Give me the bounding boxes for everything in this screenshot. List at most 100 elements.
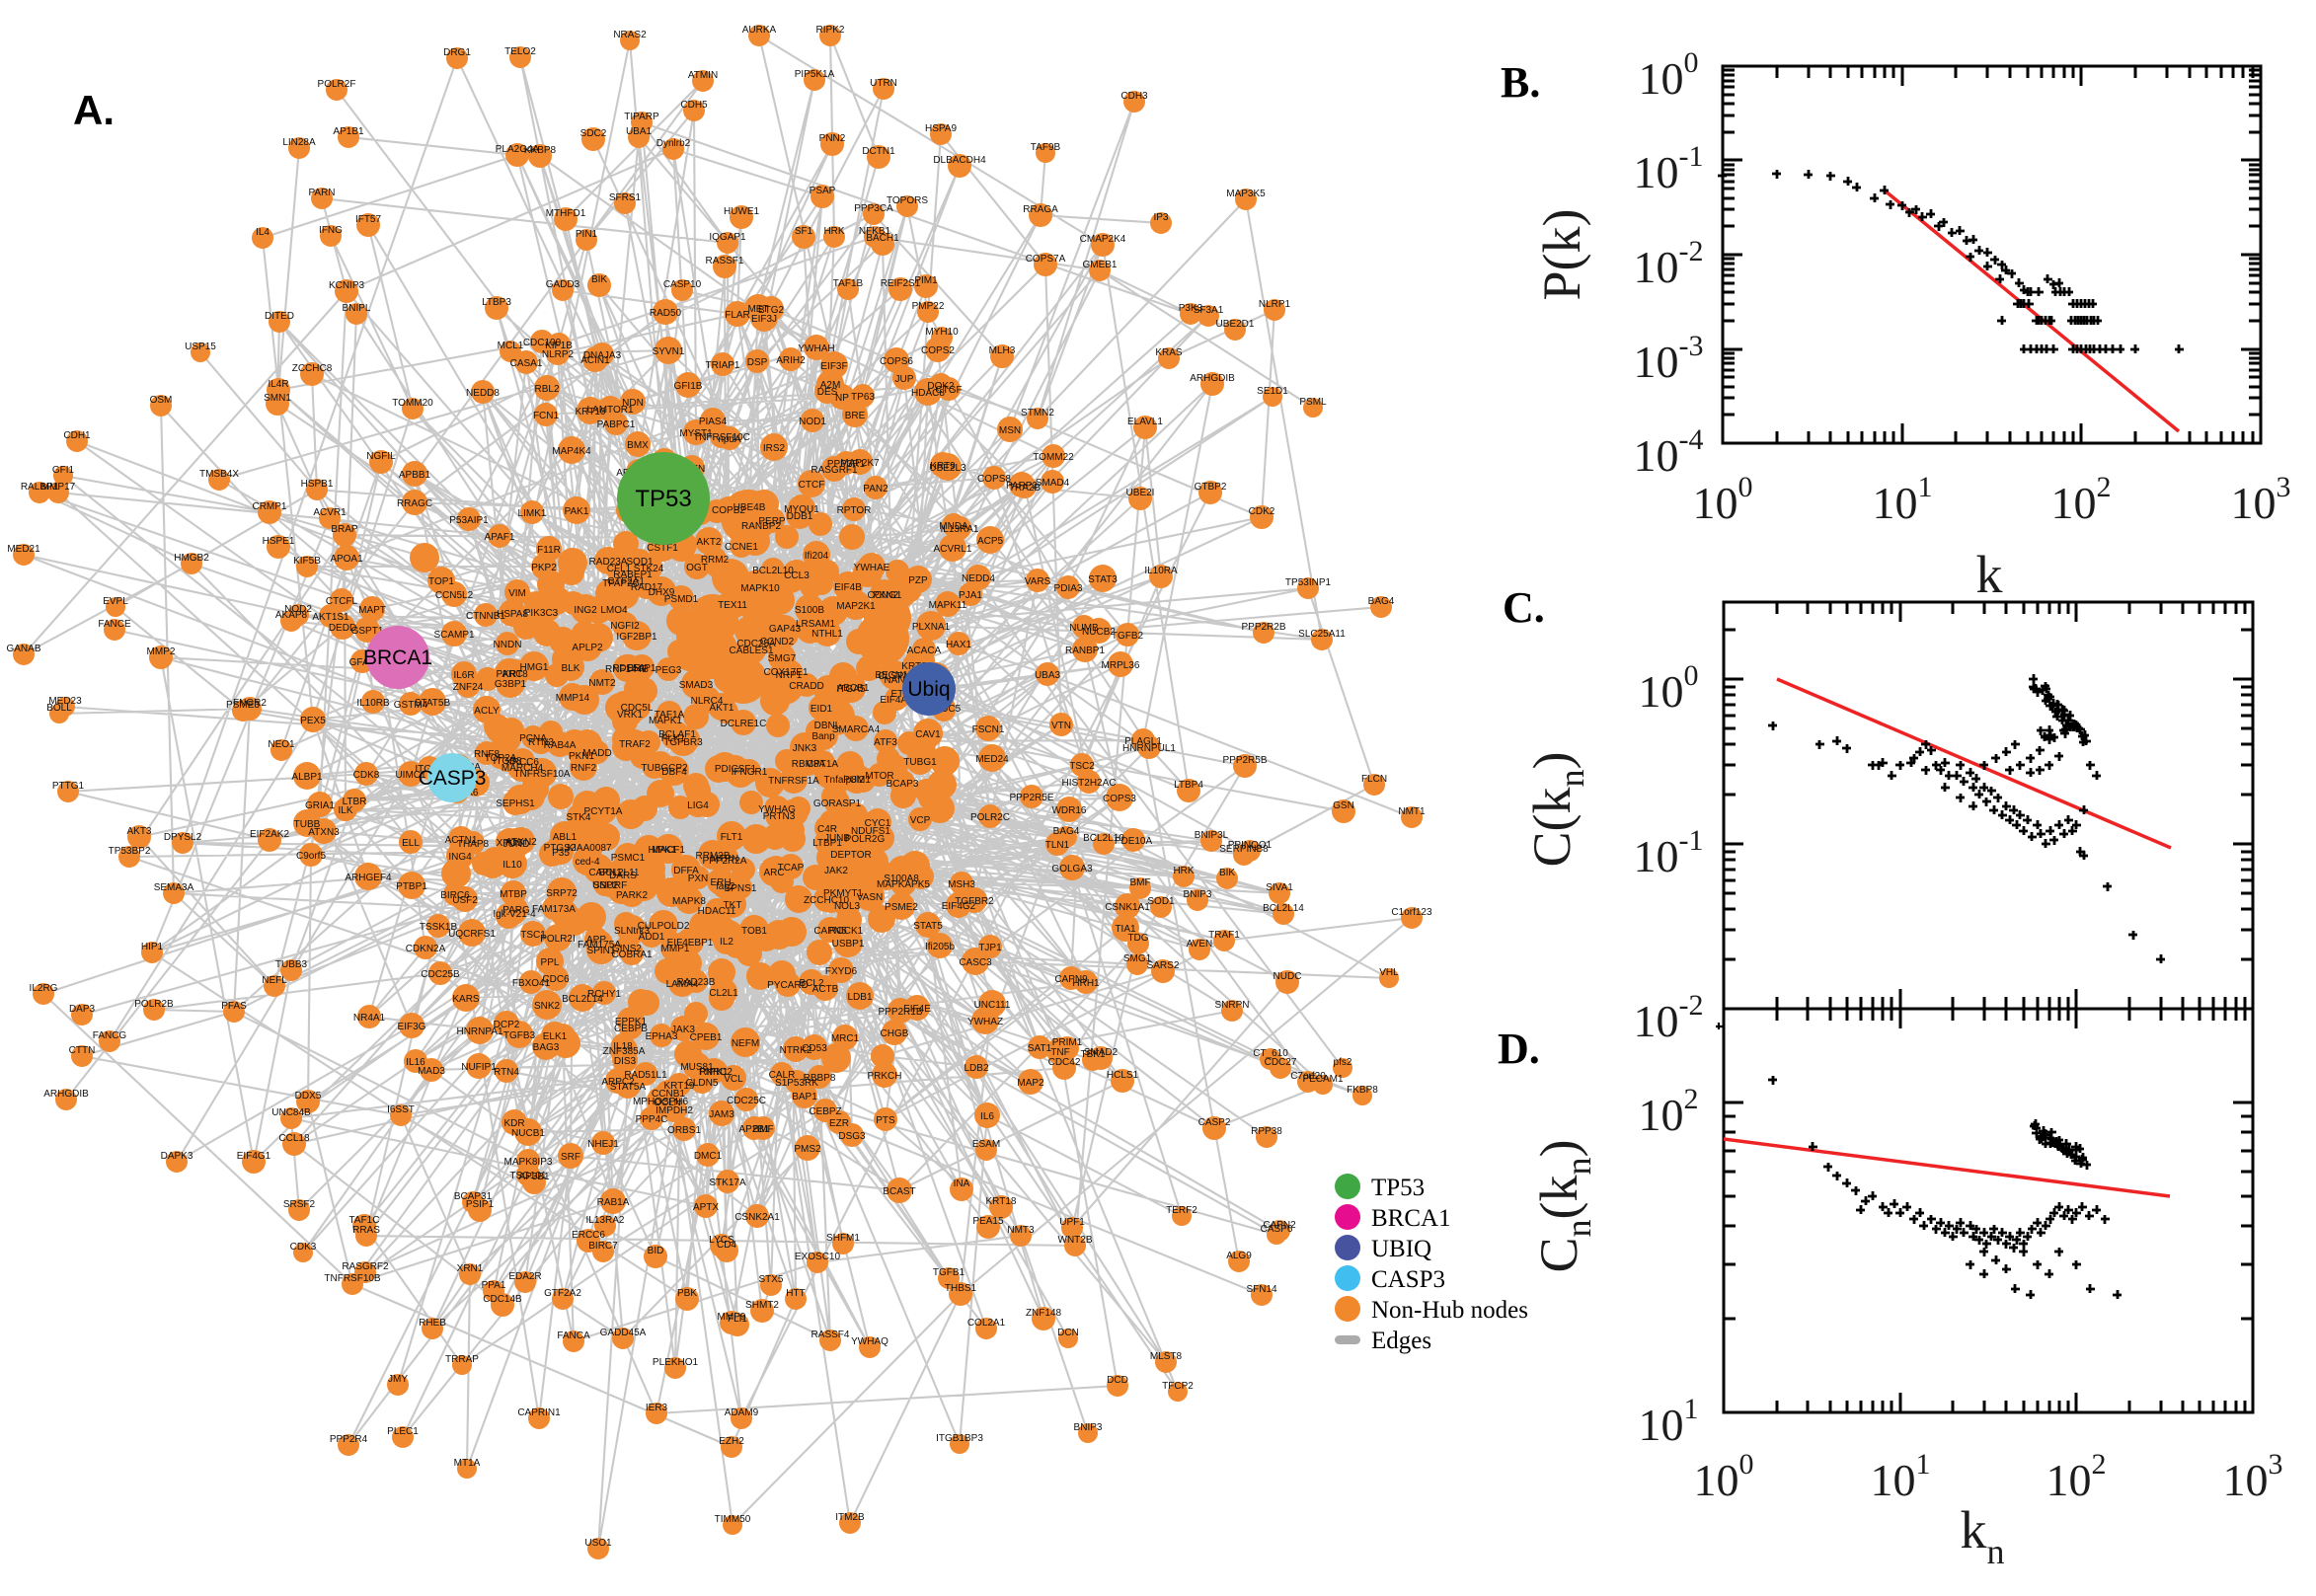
svg-text:NEFM: NEFM [732, 1038, 759, 1049]
svg-text:CD4: CD4 [717, 1240, 736, 1251]
svg-text:CEBPZ: CEBPZ [809, 1106, 841, 1117]
svg-text:NRP1: NRP1 [776, 670, 803, 681]
svg-text:LTBP1: LTBP1 [812, 838, 842, 849]
svg-text:PPA1: PPA1 [482, 1280, 506, 1291]
svg-text:CHGB: CHGB [881, 1028, 909, 1039]
svg-text:ACVR1: ACVR1 [313, 507, 347, 518]
svg-text:PMP22: PMP22 [912, 301, 945, 312]
svg-text:DNAJA3: DNAJA3 [583, 350, 622, 361]
svg-text:AP2B1: AP2B1 [738, 1124, 770, 1135]
svg-text:EPPK1: EPPK1 [615, 1017, 648, 1027]
svg-text:CRADD: CRADD [789, 681, 824, 692]
svg-text:RASSF4: RASSF4 [811, 1330, 850, 1340]
svg-text:GRIA1: GRIA1 [305, 800, 335, 811]
svg-text:BAG4: BAG4 [1368, 596, 1395, 607]
svg-text:RAD23A: RAD23A [589, 557, 628, 568]
svg-text:HSPE1: HSPE1 [263, 536, 295, 547]
svg-text:RASGRF2: RASGRF2 [342, 1261, 389, 1272]
svg-text:RNF8: RNF8 [474, 749, 501, 760]
svg-text:SHMT2: SHMT2 [745, 1300, 779, 1311]
svg-text:SNK2: SNK2 [534, 1001, 561, 1012]
svg-text:PLXNA1: PLXNA1 [912, 622, 951, 633]
svg-text:LAMA4: LAMA4 [666, 979, 699, 990]
svg-text:AKT2: AKT2 [696, 537, 721, 548]
svg-text:HCLS1: HCLS1 [1107, 1070, 1139, 1081]
svg-text:CPT1A: CPT1A [807, 759, 839, 770]
svg-text:TSSK1B: TSSK1B [420, 922, 458, 933]
svg-text:TRRAP: TRRAP [445, 1354, 479, 1365]
svg-text:C9orf5: C9orf5 [296, 851, 326, 862]
svg-text:ACP5: ACP5 [977, 536, 1004, 547]
svg-text:IL6R: IL6R [453, 670, 474, 681]
svg-text:NP: NP [835, 393, 849, 404]
svg-text:CASP2: CASP2 [1198, 1117, 1231, 1128]
svg-text:TAF9B: TAF9B [1031, 142, 1061, 153]
svg-text:POLR2I: POLR2I [540, 934, 576, 945]
svg-text:DCP2: DCP2 [494, 1020, 520, 1030]
svg-text:MMP9: MMP9 [718, 1312, 746, 1323]
svg-text:Banp: Banp [811, 731, 835, 742]
svg-text:YWHAG: YWHAG [758, 804, 796, 815]
svg-text:RRM2B: RRM2B [695, 851, 730, 862]
svg-text:CYC1: CYC1 [865, 818, 891, 829]
svg-text:BCAP3: BCAP3 [887, 779, 919, 790]
svg-text:DIS3: DIS3 [614, 1056, 637, 1067]
svg-text:TNFRSF10B: TNFRSF10B [324, 1273, 381, 1284]
svg-text:RTN3: RTN3 [528, 737, 554, 748]
svg-text:POLR2B: POLR2B [134, 999, 174, 1010]
svg-text:HAX1: HAX1 [946, 640, 972, 650]
svg-text:CASC3: CASC3 [959, 957, 992, 968]
svg-text:KIF5B: KIF5B [293, 556, 321, 567]
svg-text:D.: D. [1498, 1025, 1540, 1073]
svg-text:UBE2I: UBE2I [1126, 488, 1155, 498]
svg-text:MCL1: MCL1 [498, 341, 524, 351]
svg-text:STMN2: STMN2 [1021, 408, 1054, 418]
svg-text:SLNtrk3: SLNtrk3 [614, 926, 651, 937]
svg-text:AKT1S1: AKT1S1 [312, 612, 349, 623]
svg-text:PTTG1: PTTG1 [52, 781, 85, 792]
svg-text:ELAVL1: ELAVL1 [1127, 417, 1163, 427]
svg-text:XPO5: XPO5 [497, 838, 523, 849]
svg-text:PAK1: PAK1 [565, 506, 589, 517]
svg-text:GAP43: GAP43 [769, 624, 802, 635]
svg-text:PLEKHO1: PLEKHO1 [653, 1357, 699, 1368]
svg-text:k: k [1976, 545, 2003, 604]
svg-text:BCL2: BCL2 [799, 978, 823, 989]
svg-text:IFT57: IFT57 [355, 214, 382, 225]
svg-text:PFAS: PFAS [221, 1001, 247, 1012]
svg-text:SAT1: SAT1 [1028, 1043, 1052, 1054]
svg-text:NTHL1: NTHL1 [811, 629, 843, 640]
svg-text:GFAP: GFAP [349, 657, 376, 668]
svg-text:10-4: 10-4 [1634, 423, 1704, 481]
svg-text:NDN: NDN [622, 398, 644, 409]
svg-text:GORASP1: GORASP1 [813, 798, 862, 809]
svg-text:SCAMP1: SCAMP1 [433, 630, 475, 641]
svg-text:DCN: DCN [1057, 1328, 1079, 1338]
svg-text:REIF2S1: REIF2S1 [881, 278, 921, 289]
svg-text:HRH1: HRH1 [1072, 978, 1100, 989]
svg-text:ALBP1: ALBP1 [291, 772, 323, 783]
svg-text:PRIM1: PRIM1 [1052, 1037, 1083, 1048]
svg-text:ACIN1: ACIN1 [580, 355, 610, 366]
svg-text:CDC42: CDC42 [1048, 1057, 1081, 1068]
svg-text:SOD1: SOD1 [626, 557, 654, 568]
svg-text:TCAP: TCAP [778, 863, 805, 874]
svg-text:F11R: F11R [537, 545, 561, 556]
svg-text:GANAB: GANAB [6, 644, 40, 654]
svg-text:PIK3C3: PIK3C3 [524, 608, 559, 619]
svg-text:PBK: PBK [677, 1288, 697, 1299]
svg-text:RANBP2: RANBP2 [741, 521, 781, 532]
svg-text:EPHA3: EPHA3 [646, 1031, 678, 1042]
svg-text:MTOR: MTOR [865, 771, 893, 782]
svg-text:PDIA3: PDIA3 [1054, 583, 1083, 594]
svg-text:EIF4G2: EIF4G2 [942, 901, 976, 912]
svg-text:VHL: VHL [1379, 967, 1399, 978]
svg-text:CLDN5: CLDN5 [686, 1078, 719, 1089]
svg-text:KKBP8: KKBP8 [524, 145, 557, 156]
svg-text:NEDD8: NEDD8 [466, 388, 500, 399]
svg-text:CCND2: CCND2 [760, 637, 795, 647]
svg-text:SMG7: SMG7 [768, 653, 797, 664]
svg-text:COPS8: COPS8 [977, 474, 1011, 485]
svg-text:RALBP1: RALBP1 [21, 482, 59, 493]
svg-text:DEDD: DEDD [329, 623, 356, 634]
